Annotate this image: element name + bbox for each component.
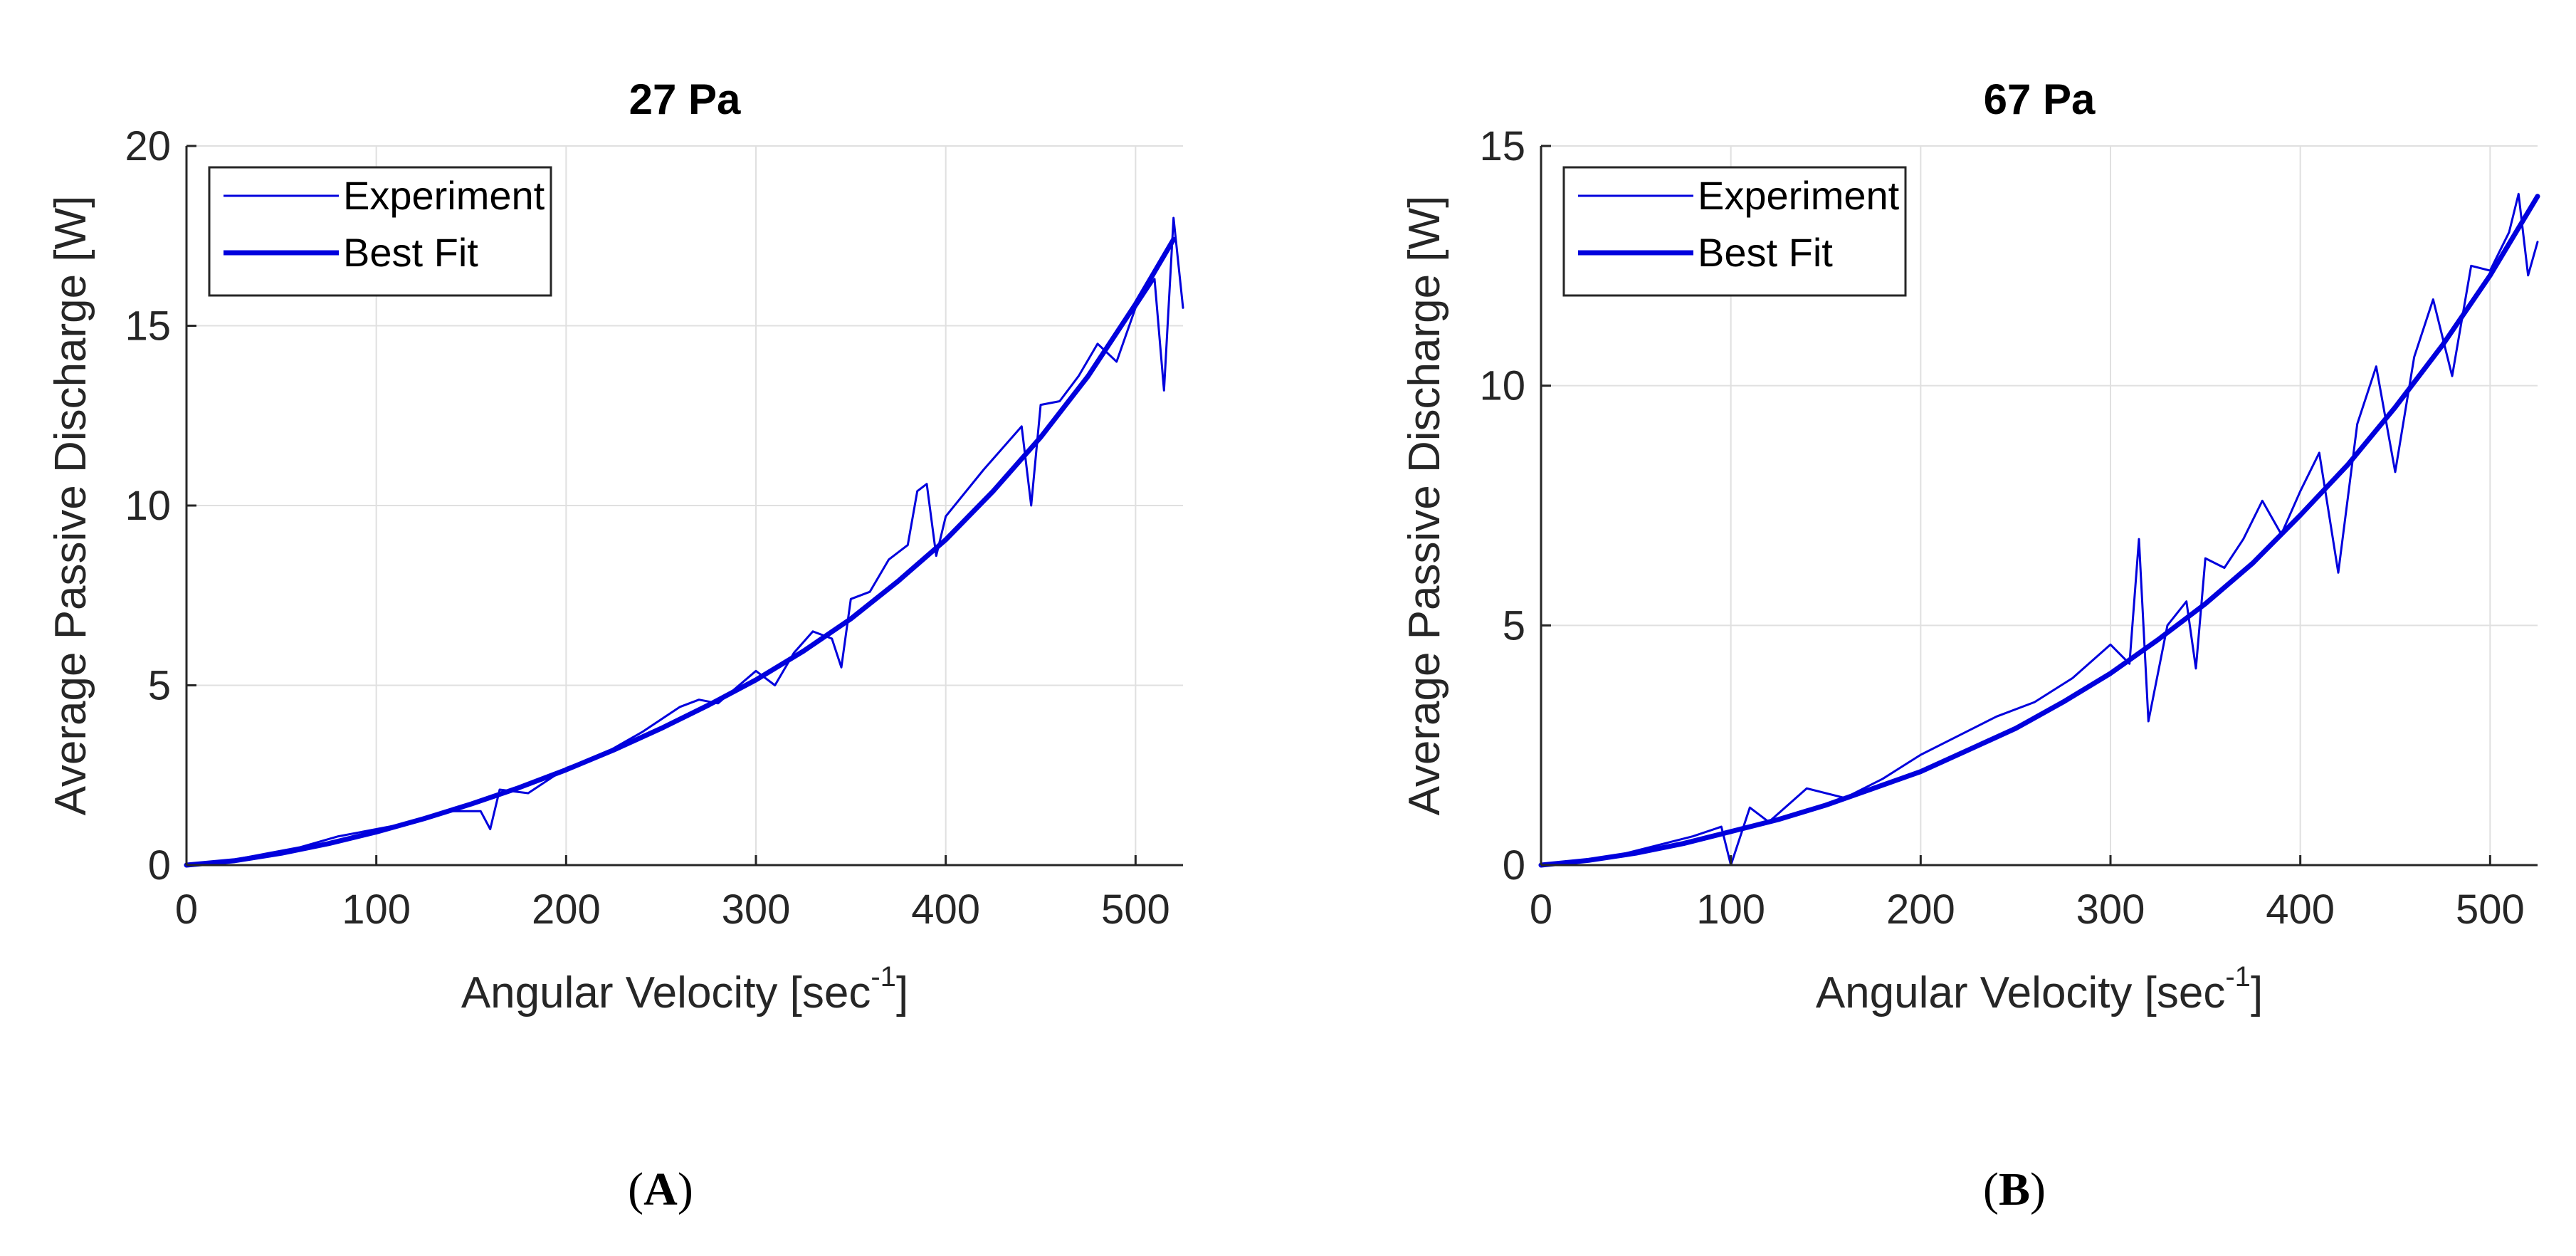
- x-tick-label: 500: [1101, 886, 1170, 933]
- x-tick-label: 200: [532, 886, 601, 933]
- panel-label-a: (A): [628, 1163, 693, 1215]
- y-tick-label: 0: [148, 842, 171, 889]
- y-tick-label: 10: [1479, 363, 1525, 409]
- y-tick-label: 10: [125, 483, 171, 529]
- y-tick-label: 5: [148, 663, 171, 709]
- x-tick-label: 0: [175, 886, 198, 933]
- legend-label-experiment: Experiment: [1698, 173, 1900, 218]
- panel-label-letter: B: [1999, 1163, 2030, 1215]
- x-tick-label: 300: [2076, 886, 2145, 933]
- y-tick-label: 0: [1503, 842, 1525, 889]
- series-line-best-fit: [184, 236, 1177, 868]
- x-tick-label: 100: [342, 886, 411, 933]
- y-tick-label: 5: [1503, 602, 1525, 649]
- panel-label-open-paren: (: [628, 1163, 643, 1215]
- legend: Experiment Best Fit: [208, 166, 552, 297]
- x-axis-label: Angular Velocity [sec-1]: [1816, 961, 2263, 1017]
- x-axis-label: Angular Velocity [sec-1]: [461, 961, 908, 1017]
- legend-label-best-fit: Best Fit: [343, 230, 478, 275]
- panel-label-open-paren: (: [1983, 1163, 1999, 1215]
- x-tick-label: 200: [1886, 886, 1955, 933]
- panel-label-close-paren: ): [2030, 1163, 2046, 1215]
- series-line-experiment: [1540, 192, 2539, 867]
- legend-box: [1562, 166, 1907, 297]
- legend-label-best-fit: Best Fit: [1698, 230, 1833, 275]
- x-axis-label-main: Angular Velocity [sec: [1816, 968, 2226, 1017]
- x-tick-label: 100: [1696, 886, 1765, 933]
- x-axis-label-end: ]: [896, 968, 908, 1017]
- x-tick-label: 400: [911, 886, 980, 933]
- legend: Experiment Best Fit: [1562, 166, 1907, 297]
- chart-title: 27 Pa: [629, 75, 741, 123]
- chart-panel-a: 0 100 200 300 400 500 0 5 10 15 20 27 Pa Angular Vel…: [46, 75, 1184, 1017]
- y-tick-label: 20: [125, 123, 171, 169]
- x-axis-label-main: Angular Velocity [sec: [461, 968, 871, 1017]
- y-axis-label: Average Passive Discharge [W]: [1400, 196, 1449, 816]
- x-tick-label: 500: [2456, 886, 2525, 933]
- x-tick-label: 400: [2266, 886, 2335, 933]
- legend-label-experiment: Experiment: [343, 173, 545, 218]
- y-axis-label: Average Passive Discharge [W]: [46, 196, 95, 816]
- x-tick-label: 0: [1530, 886, 1552, 933]
- x-axis-label-superscript: -1: [2225, 961, 2251, 993]
- x-tick-label: 300: [722, 886, 791, 933]
- legend-box: [208, 166, 552, 297]
- panel-label-letter: A: [643, 1163, 678, 1215]
- chart-title: 67 Pa: [1984, 75, 2096, 123]
- panel-label-b: (B): [1983, 1163, 2046, 1215]
- x-axis-label-superscript: -1: [871, 961, 896, 993]
- x-axis-label-end: ]: [2251, 968, 2263, 1017]
- y-tick-label: 15: [1479, 123, 1525, 169]
- chart-panel-b: 0 100 200 300 400 500 0 5 10 15 67 Pa Angular Veloc…: [1400, 75, 2540, 1017]
- series-line-experiment: [185, 216, 1184, 867]
- panel-label-close-paren: ): [678, 1163, 693, 1215]
- series-line-best-fit: [1538, 194, 2540, 868]
- y-tick-label: 15: [125, 303, 171, 350]
